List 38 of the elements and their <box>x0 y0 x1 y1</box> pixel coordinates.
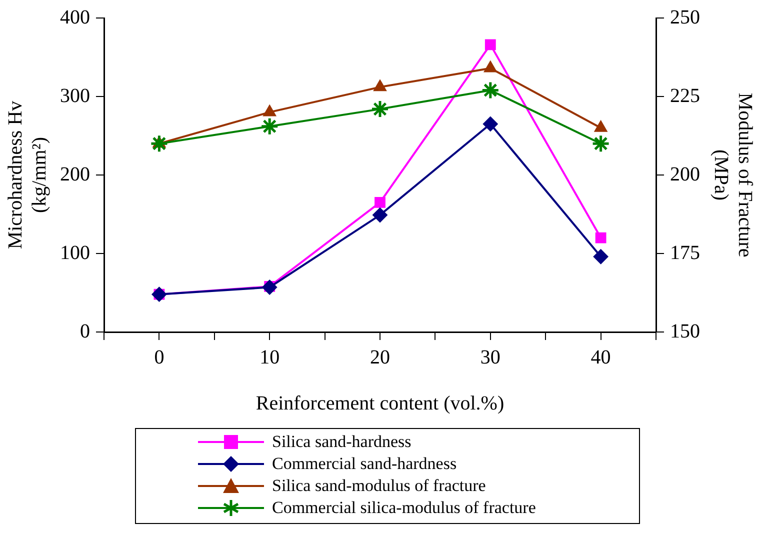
point <box>481 80 500 100</box>
y2-tick-label: 225 <box>670 84 700 107</box>
point <box>595 232 606 244</box>
point <box>150 134 168 153</box>
y-tick-label: 0 <box>80 320 90 342</box>
point <box>262 280 278 295</box>
y2-tick-label: 200 <box>670 163 700 186</box>
legend-label: Silica sand-hardness <box>272 432 412 452</box>
point <box>484 60 497 72</box>
x-tick-label: 30 <box>480 346 500 368</box>
point <box>374 197 386 208</box>
x-tick-label: 0 <box>154 346 164 368</box>
x-tick-label: 20 <box>370 346 390 368</box>
y2-tick-label: 250 <box>670 6 700 28</box>
y-axis-title: Microhardness Hv (kg/mm²) <box>4 100 50 250</box>
point <box>592 134 610 153</box>
point <box>484 39 496 50</box>
point <box>373 80 387 92</box>
point <box>594 120 608 132</box>
x-tick-label: 10 <box>260 346 280 368</box>
y2-tick-label: 175 <box>670 242 700 264</box>
legend-label: Commercial silica-modulus of fracture <box>272 498 536 518</box>
point <box>260 117 279 136</box>
point <box>263 104 276 116</box>
x-axis-title: Reinforcement content (vol.%) <box>256 392 504 414</box>
point <box>593 249 608 264</box>
point <box>372 208 388 223</box>
legend-label: Silica sand-modulus of fracture <box>272 476 486 496</box>
point <box>370 100 390 118</box>
legend-label: Commercial sand-hardness <box>272 454 457 474</box>
y2-tick-label: 150 <box>670 320 700 342</box>
y-tick-label: 200 <box>60 163 90 186</box>
y-tick-label: 100 <box>60 242 90 264</box>
y-tick-label: 400 <box>60 6 90 28</box>
y-tick-label: 300 <box>60 84 90 107</box>
point <box>482 116 498 132</box>
x-tick-label: 40 <box>590 346 611 368</box>
y2-axis-title: Modulus of Fracture (MPa) <box>710 92 756 258</box>
